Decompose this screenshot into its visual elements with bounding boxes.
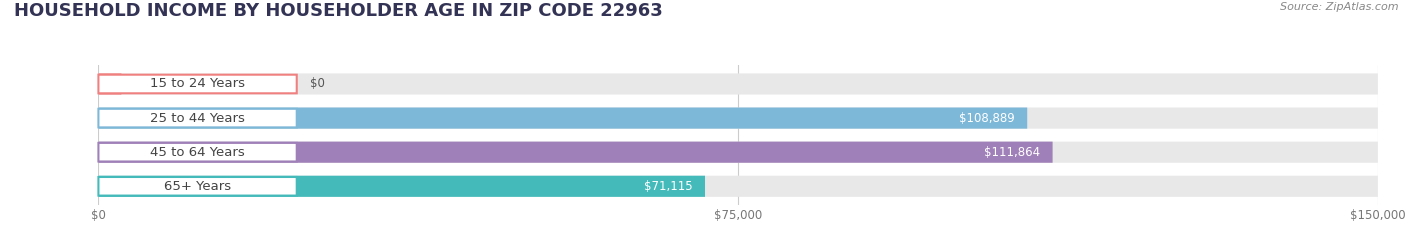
FancyBboxPatch shape <box>98 142 1053 163</box>
Text: $111,864: $111,864 <box>984 146 1040 159</box>
FancyBboxPatch shape <box>98 176 1378 197</box>
FancyBboxPatch shape <box>98 107 1378 129</box>
Text: HOUSEHOLD INCOME BY HOUSEHOLDER AGE IN ZIP CODE 22963: HOUSEHOLD INCOME BY HOUSEHOLDER AGE IN Z… <box>14 2 662 20</box>
Text: 25 to 44 Years: 25 to 44 Years <box>150 112 245 125</box>
FancyBboxPatch shape <box>98 73 121 95</box>
FancyBboxPatch shape <box>98 109 297 127</box>
FancyBboxPatch shape <box>98 176 704 197</box>
FancyBboxPatch shape <box>98 73 1378 95</box>
FancyBboxPatch shape <box>98 107 1028 129</box>
Text: Source: ZipAtlas.com: Source: ZipAtlas.com <box>1281 2 1399 12</box>
Text: 15 to 24 Years: 15 to 24 Years <box>150 78 245 90</box>
FancyBboxPatch shape <box>98 177 297 195</box>
Text: 65+ Years: 65+ Years <box>165 180 231 193</box>
FancyBboxPatch shape <box>98 143 297 161</box>
Text: $0: $0 <box>309 78 325 90</box>
Text: 45 to 64 Years: 45 to 64 Years <box>150 146 245 159</box>
Text: $108,889: $108,889 <box>959 112 1014 125</box>
FancyBboxPatch shape <box>98 142 1378 163</box>
FancyBboxPatch shape <box>98 75 297 93</box>
Text: $71,115: $71,115 <box>644 180 692 193</box>
